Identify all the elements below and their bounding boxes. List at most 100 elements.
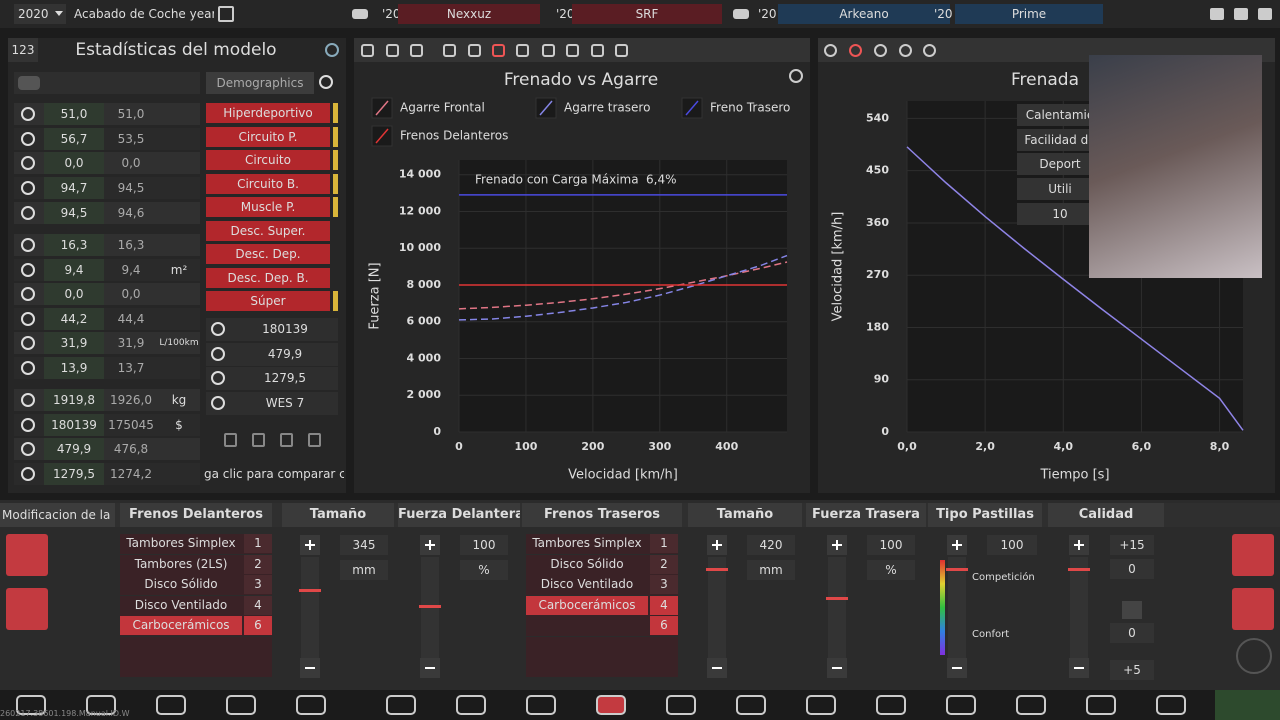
tool-icon — [280, 433, 293, 447]
brake-type[interactable]: Carbocerámicos — [120, 616, 242, 635]
y-tick-label: 0 — [881, 425, 889, 438]
type-number-cell — [244, 595, 272, 615]
next-button[interactable] — [1232, 588, 1274, 630]
stat-compare: 0,0 — [121, 287, 141, 301]
demographic-item[interactable]: Circuito B. — [206, 173, 330, 194]
stat-current-cell — [44, 103, 104, 125]
brake-type-number: 1 — [660, 536, 668, 550]
stat-icon — [21, 418, 35, 432]
info-icon — [211, 322, 225, 336]
brake-type-name: Disco Ventilado — [540, 577, 634, 591]
brake-type-name: Carbocerámicos — [538, 597, 636, 612]
stat-current: 16,3 — [60, 238, 88, 252]
stat-current-cell — [44, 308, 104, 330]
toolbar-button[interactable] — [296, 695, 326, 715]
side-tab[interactable]: Calentamie — [1017, 104, 1097, 126]
side-tab-label: Utili — [1048, 182, 1072, 197]
stat-compare: 476,8 — [113, 442, 149, 456]
toolbar-button[interactable] — [596, 695, 626, 715]
competitor-year: '20 — [934, 7, 953, 21]
window-icon — [1258, 8, 1272, 20]
brake-type[interactable]: Disco Ventilado — [526, 575, 648, 594]
info-row — [206, 367, 338, 391]
toolbar-button[interactable] — [386, 695, 416, 715]
toolbar-button[interactable] — [456, 695, 486, 715]
toolbar-button[interactable] — [226, 695, 256, 715]
x-tick-label: 0 — [455, 440, 463, 453]
x-axis-label: Tiempo [s] — [1039, 468, 1109, 483]
value-text: 0 — [1128, 562, 1136, 576]
toolbar-button[interactable] — [736, 695, 766, 715]
brake-type-number: 4 — [254, 597, 262, 612]
stat-current-cell — [44, 414, 104, 436]
badge-box — [8, 38, 38, 62]
toolbar-button[interactable] — [806, 695, 836, 715]
competitor-name: Arkeano — [839, 7, 889, 21]
brake-type-number: 4 — [660, 597, 668, 612]
slider-track — [301, 557, 319, 660]
side-tab[interactable]: 10 — [1017, 202, 1097, 225]
lock-button[interactable] — [1122, 601, 1142, 619]
toolbar-button[interactable] — [526, 695, 556, 715]
demographic-item[interactable]: Hiperdeportivo — [206, 103, 330, 123]
stat-icon — [21, 181, 35, 195]
stat-current: 1279,5 — [53, 467, 95, 481]
stat-current: 180139 — [51, 418, 97, 432]
demographic-item[interactable]: Desc. Dep. — [206, 244, 330, 264]
stat-current: 51,0 — [60, 107, 88, 121]
toolbar-button[interactable] — [16, 695, 46, 715]
brake-type-name: Tambores (2LS) — [134, 556, 228, 571]
demographic-item[interactable]: Muscle P. — [206, 197, 330, 217]
toolbar-button[interactable] — [156, 695, 186, 715]
demographic-item[interactable]: Desc. Dep. B. — [206, 267, 330, 288]
toolbar-button[interactable] — [946, 695, 976, 715]
demographic-item[interactable]: Circuito — [206, 150, 330, 170]
panel-icon — [325, 43, 339, 57]
brake-type[interactable]: Disco Ventilado — [120, 595, 242, 615]
toolbar-icon — [468, 44, 481, 57]
toolbar-button[interactable] — [1086, 695, 1116, 715]
brake-type-name: Tambores Simplex — [126, 536, 236, 550]
side-tab-label: Facilidad de — [1024, 132, 1096, 147]
competitor-tab[interactable]: SRF — [572, 4, 722, 24]
value-box — [987, 535, 1037, 555]
competitor-tab[interactable]: Arkeano — [778, 4, 950, 24]
type-row-bg — [526, 616, 678, 636]
toolbar-button[interactable] — [876, 695, 906, 715]
toolbar-button[interactable] — [86, 695, 116, 715]
competitor-tab[interactable]: Nexxuz — [398, 4, 540, 24]
side-tab[interactable]: Utili — [1017, 178, 1097, 201]
side-tab[interactable]: Facilidad de — [1017, 128, 1097, 151]
alert-button[interactable] — [1232, 534, 1274, 576]
demographic-item[interactable]: Desc. Super. — [206, 220, 330, 241]
brake-type[interactable]: Tambores (2LS) — [120, 554, 242, 574]
toolbar-icon — [443, 44, 456, 57]
chart-button[interactable] — [6, 534, 48, 576]
brake-type[interactable]: Disco Sólido — [526, 554, 648, 574]
brake-type[interactable]: Tambores Simplex — [526, 534, 648, 553]
stat-compare: 31,9 — [117, 336, 145, 350]
toolbar-icon — [410, 44, 423, 57]
info-value: 1279,5 — [264, 371, 306, 386]
toolbar-button[interactable] — [1156, 695, 1186, 715]
stat-compare: 16,3 — [117, 238, 145, 252]
column-header — [522, 503, 682, 527]
brake-type[interactable]: Tambores Simplex — [120, 534, 242, 553]
back-button[interactable] — [6, 588, 48, 630]
toolbar-button[interactable] — [666, 695, 696, 715]
competitor-tab[interactable]: Prime — [955, 4, 1103, 24]
slider-track — [708, 557, 726, 660]
demographic-item[interactable]: Circuito P. — [206, 126, 330, 147]
stat-current: 13,9 — [60, 361, 88, 375]
stat-compare: 13,7 — [117, 361, 145, 375]
brake-type-name: Disco Sólido — [144, 577, 218, 591]
help-button[interactable] — [1236, 638, 1272, 674]
side-tab[interactable]: Deport — [1017, 153, 1097, 176]
brake-type[interactable]: Carbocerámicos — [526, 595, 648, 615]
brake-type[interactable]: Disco Sólido — [120, 575, 242, 594]
demographic-item[interactable]: Súper — [206, 291, 330, 311]
toolbar-button[interactable] — [1016, 695, 1046, 715]
tool-icon — [252, 433, 265, 447]
value-box — [1110, 559, 1154, 579]
